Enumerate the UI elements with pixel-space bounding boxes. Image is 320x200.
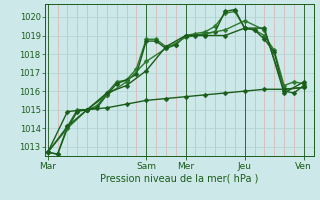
X-axis label: Pression niveau de la mer( hPa ): Pression niveau de la mer( hPa ) <box>100 173 258 183</box>
